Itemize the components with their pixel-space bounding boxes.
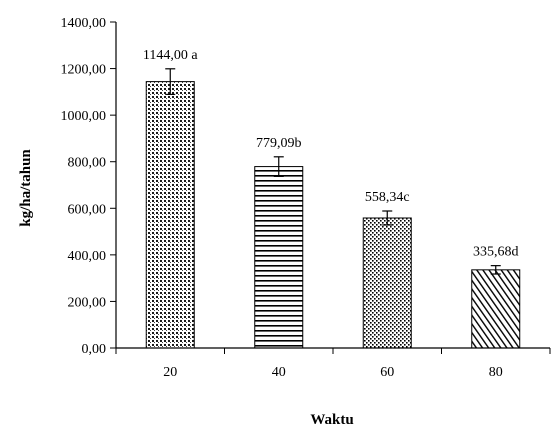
x-axis-title: Waktu: [310, 412, 353, 428]
bar: [362, 217, 412, 349]
y-tick-label: 0,00: [82, 342, 107, 357]
data-label: 779,09b: [256, 136, 302, 151]
bar: [471, 269, 521, 349]
data-labels: 1144,00 a 779,09b 558,34c 335,68d: [143, 48, 519, 260]
y-tick-label: 1400,00: [61, 16, 107, 31]
y-tick-label: 200,00: [68, 295, 107, 310]
data-label: 1144,00 a: [143, 48, 198, 63]
y-axis-title: kg/ha/tahun: [18, 149, 34, 227]
y-tick-label: 400,00: [68, 249, 107, 264]
data-label: 558,34c: [365, 190, 410, 205]
y-tick-label: 800,00: [68, 156, 107, 171]
x-axis-ticks: 20 40 60 80: [115, 348, 551, 380]
y-axis-ticks: 0,00 200,00 400,00 600,00 800,00 1000,00 1200,…: [61, 16, 116, 357]
bar: [145, 81, 195, 349]
x-tick-label: 60: [380, 365, 394, 380]
data-label: 335,68d: [473, 245, 519, 260]
y-tick-label: 1000,00: [61, 109, 107, 124]
y-tick-label: 600,00: [68, 202, 107, 217]
y-tick-label: 1200,00: [61, 63, 107, 78]
bar: [254, 166, 304, 349]
x-tick-label: 40: [272, 365, 286, 380]
x-tick-label: 80: [489, 365, 503, 380]
bars: [145, 68, 521, 349]
x-tick-label: 20: [163, 365, 177, 380]
